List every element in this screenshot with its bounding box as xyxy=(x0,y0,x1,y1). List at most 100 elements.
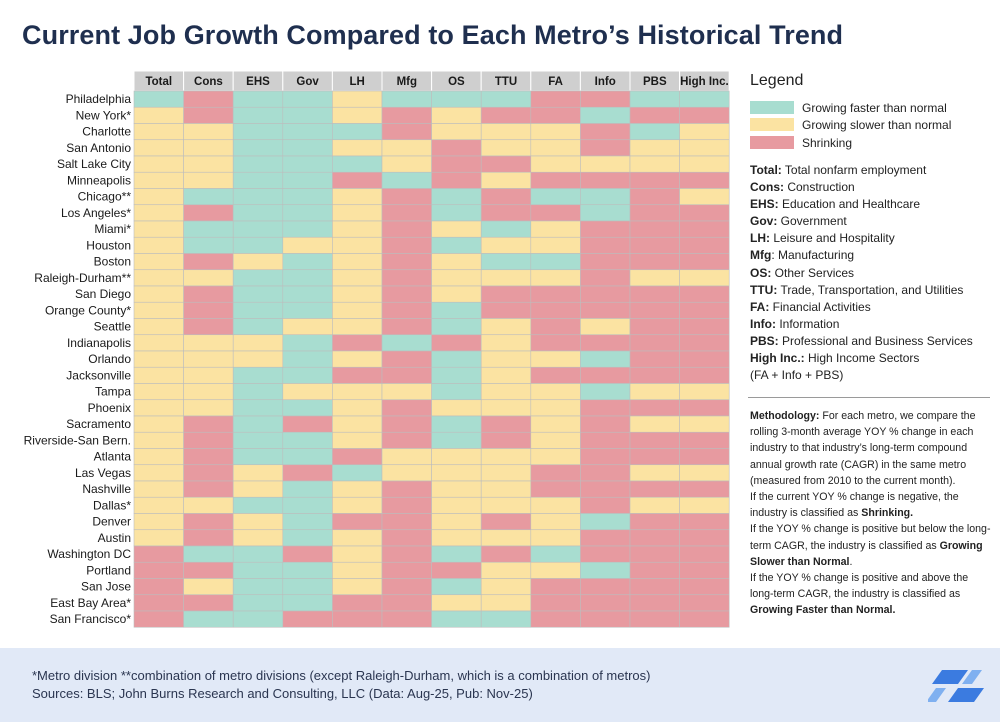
heatmap-cell xyxy=(232,171,284,189)
heatmap-cell xyxy=(381,220,432,238)
heatmap-cell xyxy=(629,155,680,173)
heatmap-cell xyxy=(679,480,730,498)
heatmap-cell xyxy=(282,188,333,206)
heatmap-cell xyxy=(381,90,432,108)
heatmap-cell xyxy=(580,610,631,628)
heatmap-cell xyxy=(183,480,234,498)
heatmap-cell xyxy=(232,415,284,433)
heatmap-cell xyxy=(629,610,680,628)
heatmap-cell xyxy=(679,123,730,141)
heatmap-cell xyxy=(332,448,383,466)
heatmap-cell xyxy=(480,545,532,563)
heatmap-cell xyxy=(679,236,730,254)
heatmap-cell xyxy=(480,253,532,271)
heatmap-cell xyxy=(133,431,184,449)
heatmap-cell xyxy=(629,188,680,206)
heatmap-cell xyxy=(381,578,432,596)
heatmap-cell xyxy=(133,399,184,417)
heatmap-cell xyxy=(232,285,284,303)
heatmap-cell xyxy=(530,561,581,579)
row-label: Jacksonville xyxy=(66,368,131,382)
heatmap-cell xyxy=(431,90,482,108)
heatmap-cell xyxy=(580,155,631,173)
heatmap-cell xyxy=(133,383,184,401)
heatmap-cell xyxy=(431,448,482,466)
legend-title: Legend xyxy=(750,72,804,89)
heatmap-cell xyxy=(332,334,383,352)
row-label: East Bay Area* xyxy=(50,596,131,610)
definition-text: Total nonfarm employment xyxy=(781,163,927,177)
heatmap-cell xyxy=(530,123,581,141)
heatmap-cell xyxy=(183,431,234,449)
row-label: Salt Lake City xyxy=(57,157,131,171)
heatmap-cell xyxy=(232,529,284,547)
heatmap-cell xyxy=(282,594,333,612)
heatmap-cell xyxy=(183,415,234,433)
heatmap-cell xyxy=(282,334,333,352)
heatmap-cell xyxy=(332,123,383,141)
heatmap-cell xyxy=(332,594,383,612)
heatmap-cell xyxy=(282,139,333,157)
heatmap-cell xyxy=(480,188,532,206)
heatmap-cell xyxy=(580,415,631,433)
heatmap-cell xyxy=(580,480,631,498)
heatmap-cell xyxy=(679,529,730,547)
row-label: Nashville xyxy=(82,482,131,496)
heatmap-cell xyxy=(480,431,532,449)
heatmap-cell xyxy=(381,123,432,141)
heatmap-cell xyxy=(580,171,631,189)
heatmap-cell xyxy=(679,399,730,417)
row-label: Dallas* xyxy=(93,498,131,512)
heatmap-cell xyxy=(282,431,333,449)
column-header-label: Total xyxy=(145,76,172,88)
heatmap-cell xyxy=(431,610,482,628)
heatmap-cell xyxy=(679,448,730,466)
heatmap-cell xyxy=(530,236,581,254)
heatmap-cell xyxy=(530,155,581,173)
heatmap-cell xyxy=(332,464,383,482)
heatmap-cell xyxy=(580,545,631,563)
heatmap-cell xyxy=(381,204,432,222)
heatmap-cell xyxy=(133,285,184,303)
heatmap-cell xyxy=(183,90,234,108)
row-label: Las Vegas xyxy=(75,466,131,480)
definition-item: OS: Other Services xyxy=(750,265,990,282)
heatmap-cell xyxy=(580,318,631,336)
heatmap-cell xyxy=(480,496,532,514)
heatmap-cell xyxy=(133,269,184,287)
heatmap-cell xyxy=(282,123,333,141)
heatmap-cell xyxy=(381,415,432,433)
heatmap-cell xyxy=(580,431,631,449)
heatmap-cell xyxy=(133,529,184,547)
heatmap-cell xyxy=(232,318,284,336)
heatmap-cell xyxy=(431,383,482,401)
heatmap-cell xyxy=(530,496,581,514)
heatmap-cell xyxy=(332,269,383,287)
heatmap-cell xyxy=(679,350,730,368)
heatmap-cell xyxy=(381,301,432,319)
methodology-text: Methodology: For each metro, we compare … xyxy=(750,408,992,619)
heatmap-cell xyxy=(431,269,482,287)
heatmap-cell xyxy=(381,529,432,547)
heatmap-cell xyxy=(232,350,284,368)
definition-item: TTU: Trade, Transportation, and Utilitie… xyxy=(750,282,990,299)
heatmap-cell xyxy=(183,545,234,563)
heatmap-cell xyxy=(629,415,680,433)
heatmap-cell xyxy=(133,545,184,563)
row-label: San Diego xyxy=(75,287,131,301)
heatmap-cell xyxy=(530,415,581,433)
abbreviation-definitions: Total: Total nonfarm employment Cons: Con… xyxy=(750,162,990,384)
heatmap-cell xyxy=(480,464,532,482)
definition-text: Leisure and Hospitality xyxy=(770,231,895,246)
heatmap-cell xyxy=(431,366,482,384)
heatmap-cell xyxy=(580,366,631,384)
heatmap-cell xyxy=(282,610,333,628)
heatmap-cell xyxy=(530,480,581,498)
heatmap-cell xyxy=(183,171,234,189)
legend-label-faster: Growing faster than normal xyxy=(802,101,947,115)
column-header-label: Gov xyxy=(296,76,319,88)
row-label: New York* xyxy=(76,108,132,122)
heatmap-cell xyxy=(679,139,730,157)
heatmap-cell xyxy=(629,106,680,124)
heatmap-table: Total Cons EHS Gov LH Mfg OS TTU FA Info PBS High I… xyxy=(24,70,730,628)
